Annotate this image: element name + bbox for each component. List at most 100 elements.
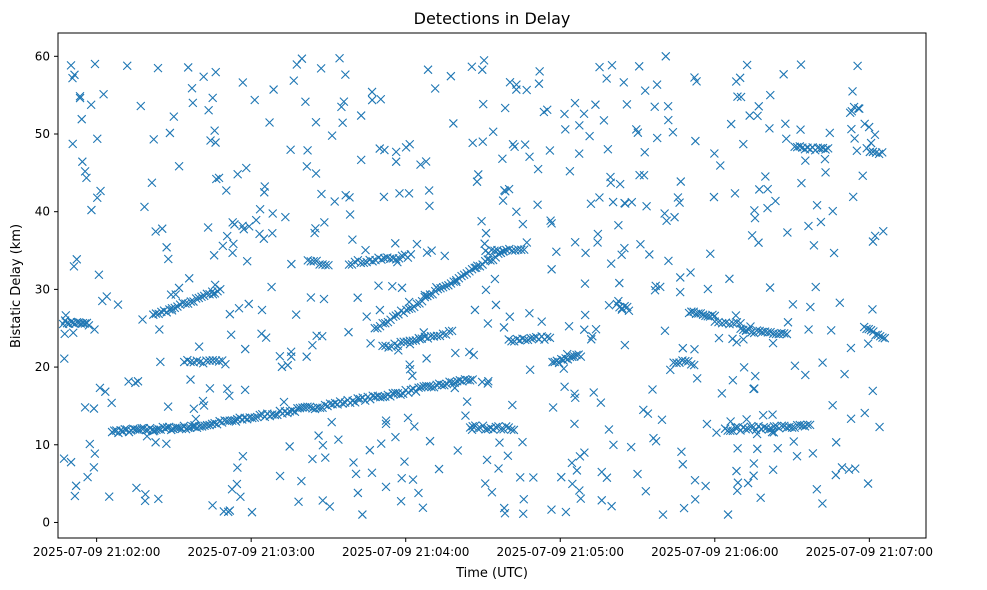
data-point bbox=[447, 326, 457, 336]
data-point bbox=[499, 247, 508, 257]
data-point bbox=[821, 167, 830, 177]
data-point bbox=[362, 312, 372, 322]
data-point bbox=[260, 182, 270, 191]
data-point bbox=[731, 311, 741, 320]
data-point bbox=[828, 206, 838, 216]
data-point bbox=[663, 115, 673, 125]
data-point bbox=[660, 209, 670, 218]
data-point bbox=[567, 479, 577, 489]
data-point bbox=[375, 305, 385, 315]
data-point bbox=[788, 299, 798, 309]
data-point bbox=[356, 111, 366, 120]
x-tick-label: 2025-07-09 21:07:00 bbox=[806, 545, 933, 559]
data-point bbox=[321, 260, 330, 270]
data-point bbox=[327, 417, 337, 427]
data-point bbox=[665, 365, 675, 375]
data-point bbox=[197, 292, 206, 302]
data-point bbox=[140, 496, 150, 506]
data-point bbox=[166, 425, 176, 435]
data-point bbox=[164, 305, 174, 314]
data-point bbox=[670, 212, 679, 222]
data-point bbox=[360, 396, 370, 406]
data-point bbox=[574, 486, 584, 495]
data-point bbox=[797, 178, 806, 188]
data-point bbox=[397, 283, 407, 293]
data-point bbox=[210, 280, 220, 290]
data-point bbox=[66, 457, 76, 467]
data-point bbox=[572, 466, 582, 475]
data-point bbox=[225, 506, 235, 515]
data-point bbox=[593, 229, 603, 239]
data-point bbox=[403, 413, 413, 423]
data-point bbox=[712, 428, 721, 438]
data-point bbox=[565, 166, 575, 176]
data-point bbox=[668, 127, 678, 137]
data-point bbox=[766, 327, 775, 337]
data-point bbox=[170, 303, 180, 313]
y-axis: 0 10 20 30 40 50 60 bbox=[35, 49, 58, 529]
data-point bbox=[59, 454, 69, 464]
data-point bbox=[493, 249, 503, 259]
data-point bbox=[503, 451, 513, 461]
data-point bbox=[576, 494, 586, 504]
data-point bbox=[796, 60, 806, 70]
data-point bbox=[340, 70, 350, 79]
data-point bbox=[272, 410, 282, 420]
data-point bbox=[848, 86, 857, 96]
data-point bbox=[383, 390, 393, 400]
data-point bbox=[678, 343, 688, 353]
data-point bbox=[275, 471, 285, 481]
data-point bbox=[769, 428, 779, 437]
data-point bbox=[765, 123, 774, 133]
data-point bbox=[579, 109, 589, 119]
data-point bbox=[518, 509, 528, 519]
data-point bbox=[750, 371, 760, 381]
data-point bbox=[174, 161, 184, 171]
data-point bbox=[405, 139, 415, 149]
data-point bbox=[641, 486, 651, 496]
data-point bbox=[228, 248, 237, 258]
data-point bbox=[496, 248, 505, 257]
data-point bbox=[595, 193, 604, 202]
data-point bbox=[570, 237, 580, 247]
data-point bbox=[422, 354, 431, 363]
data-point bbox=[542, 332, 552, 342]
data-point bbox=[480, 239, 490, 249]
data-point bbox=[285, 442, 295, 451]
data-point bbox=[820, 154, 830, 164]
data-point bbox=[677, 447, 686, 457]
data-point bbox=[133, 376, 143, 386]
data-point bbox=[831, 437, 841, 447]
data-point bbox=[224, 391, 234, 401]
data-point bbox=[311, 224, 320, 233]
data-point bbox=[400, 457, 409, 467]
data-point bbox=[525, 365, 535, 375]
data-point bbox=[377, 255, 386, 264]
data-point bbox=[422, 248, 432, 257]
data-point bbox=[391, 157, 401, 167]
data-point bbox=[267, 282, 276, 292]
data-point bbox=[448, 119, 458, 128]
data-point bbox=[846, 343, 856, 353]
data-point bbox=[768, 410, 777, 420]
data-point bbox=[535, 66, 545, 76]
data-point bbox=[378, 392, 388, 402]
data-point bbox=[231, 417, 241, 426]
chart-title: Detections in Delay bbox=[414, 9, 571, 28]
data-point bbox=[741, 424, 751, 434]
data-point bbox=[425, 201, 434, 211]
data-point bbox=[858, 171, 868, 181]
data-point bbox=[754, 185, 764, 194]
data-point bbox=[500, 185, 509, 195]
data-point bbox=[149, 134, 159, 144]
data-point bbox=[327, 131, 337, 140]
data-point bbox=[510, 142, 519, 152]
data-point bbox=[153, 63, 163, 73]
data-point bbox=[269, 85, 278, 94]
data-point bbox=[138, 315, 147, 324]
data-point bbox=[286, 145, 295, 155]
data-point bbox=[580, 279, 590, 289]
data-point bbox=[140, 489, 150, 499]
data-point bbox=[586, 334, 596, 344]
data-point bbox=[742, 60, 752, 70]
